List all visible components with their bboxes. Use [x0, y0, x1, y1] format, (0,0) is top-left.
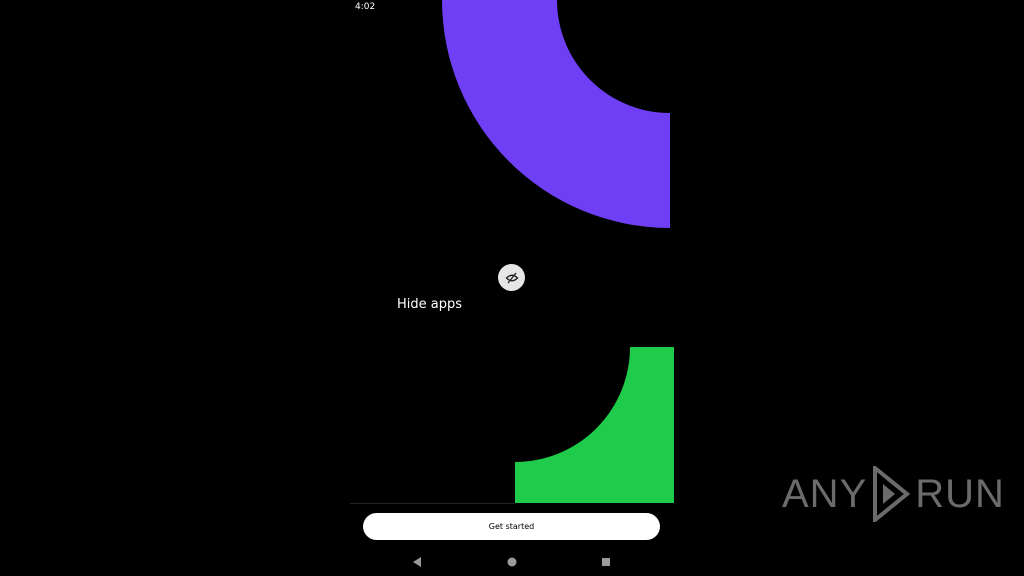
recents-icon [602, 558, 610, 566]
play-logo-icon [873, 466, 911, 522]
divider [350, 503, 515, 504]
feature-label: Hide apps [397, 297, 463, 312]
watermark-right: RUN [915, 471, 1005, 516]
watermark: ANY RUN [782, 466, 1005, 522]
get-started-button[interactable]: Get started [363, 513, 660, 540]
status-time: 4:02 [355, 2, 376, 12]
eye-off-icon [505, 272, 518, 283]
hide-apps-icon-button [498, 264, 525, 291]
back-icon [413, 557, 421, 567]
green-cutout-square [515, 347, 674, 503]
home-icon [507, 557, 517, 567]
recents-button[interactable] [599, 555, 613, 569]
purple-quarter-ring [442, 0, 670, 228]
watermark-left: ANY [782, 471, 868, 516]
home-button[interactable] [505, 555, 519, 569]
back-button[interactable] [410, 555, 424, 569]
